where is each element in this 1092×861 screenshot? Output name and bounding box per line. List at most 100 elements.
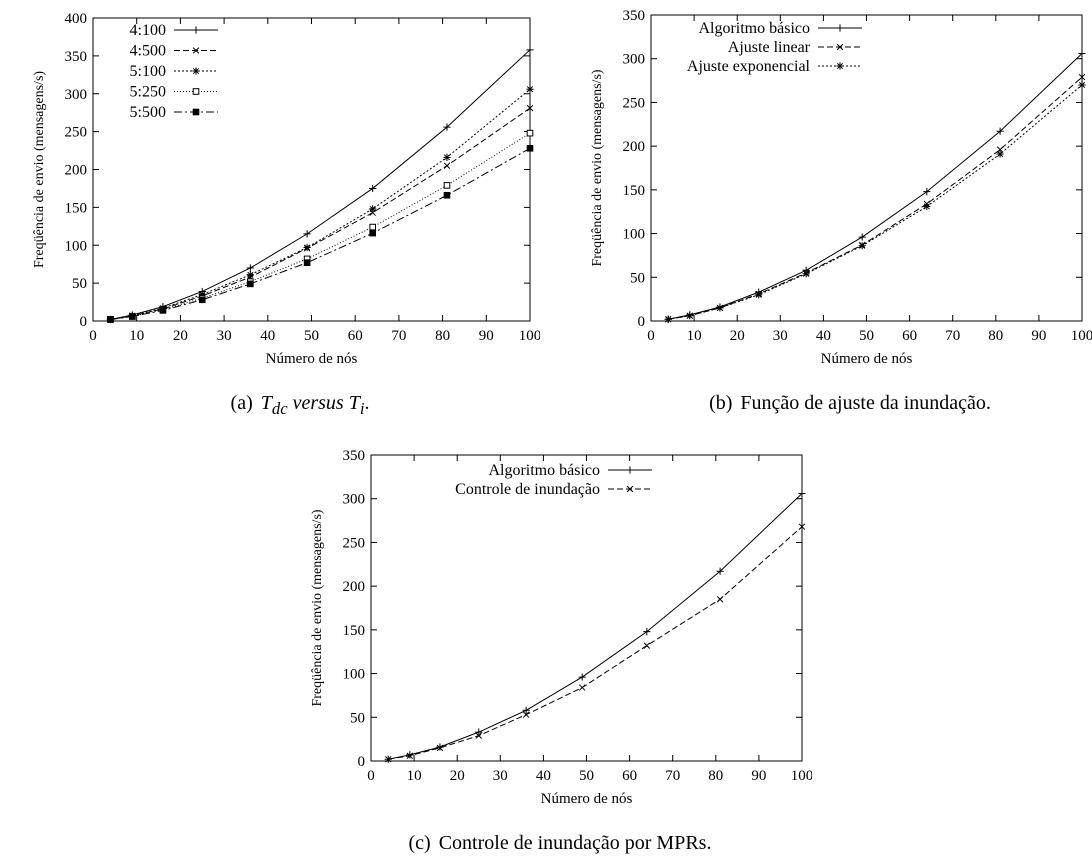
chart-b-y-tick-label: 50 [630, 270, 645, 286]
caption-a-tdc: Tdc [261, 392, 288, 414]
chart-a-series-5-point [108, 317, 114, 323]
chart-a-y-tick-label: 350 [65, 49, 88, 65]
chart-a-legend: 4:100 4:500 5:100 5:250 5:500 [130, 22, 218, 121]
chart-a-series-3-point [247, 271, 254, 278]
chart-b-series-1-point [859, 233, 866, 240]
caption-c-text: Controle de inundação por MPRs. [439, 832, 712, 854]
chart-b-series-3-point [923, 203, 930, 210]
chart-a-y-tick-label: 150 [65, 200, 88, 216]
chart-a-series-3-point [443, 154, 450, 161]
chart-a-legend-marker [193, 109, 199, 115]
chart-a-series-2 [108, 105, 533, 322]
chart-a-legend-label: 4:500 [130, 43, 166, 60]
chart-c-legend-marker [626, 466, 633, 473]
chart-a-series-4-point [370, 224, 376, 230]
chart-a-legend-marker [193, 89, 199, 95]
chart-b-flood-adjust-function: 0 10 20 30 40 50 60 70 80 90 100050100150200250300… [560, 0, 1092, 380]
chart-b-series-3-point [859, 242, 866, 249]
caption-b-tag: (b) [709, 392, 732, 414]
chart-b-y-tick-label: 200 [623, 139, 646, 155]
chart-a-y-tick-label: 0 [80, 314, 88, 330]
chart-b-y-tick-label: 250 [623, 95, 646, 111]
chart-b-series-3-point [1078, 81, 1085, 88]
chart-b-series-1-line [668, 53, 1082, 319]
chart-a-legend-label: 5:500 [130, 104, 166, 121]
chart-b-legend-marker [836, 24, 843, 31]
chart-a-legend-label: 5:100 [130, 63, 166, 80]
chart-a-series-4-point [527, 130, 533, 136]
caption-b-text: Função de ajuste da inundação. [740, 392, 990, 414]
chart-a-series-5-point [527, 145, 533, 151]
chart-b-series-3-point [997, 150, 1004, 157]
chart-a-series-5-point [160, 308, 166, 314]
chart-b-x-tick-label: 40 [816, 328, 831, 344]
caption-a-end: . [364, 392, 369, 414]
chart-a-series-4 [108, 130, 533, 322]
chart-b-series-3-point [686, 312, 693, 319]
chart-b-legend-marker [836, 62, 843, 69]
chart-a-legend-label: 5:250 [130, 84, 166, 101]
chart-c-x-tick-label: 60 [622, 768, 637, 784]
chart-c-y-axis-label: Freqüência de envio (mensagens/s) [310, 509, 325, 706]
chart-a-series-3-point [369, 205, 376, 212]
chart-a-y-tick-label: 250 [65, 125, 88, 141]
chart-c-series-2-point [579, 685, 585, 691]
chart-c-series-1-point [579, 673, 586, 680]
chart-c-x-tick-label: 0 [367, 768, 375, 784]
chart-a-series-5-point [199, 297, 205, 303]
caption-a-t1: T [261, 392, 272, 414]
chart-a-y-tick-label: 200 [65, 163, 88, 179]
chart-a-series-5-point [304, 260, 310, 266]
chart-b-y-tick-label: 350 [623, 8, 646, 24]
chart-a-series-3-point [526, 86, 533, 93]
chart-c-x-axis-label: Número de nós [541, 791, 633, 807]
chart-c-y-tick-label: 50 [350, 710, 365, 726]
chart-c-y-tick-label: 100 [343, 667, 366, 683]
chart-c-frame [371, 455, 802, 761]
chart-a-x-tick-label: 80 [435, 328, 450, 344]
chart-a-x-tick-label: 90 [479, 328, 494, 344]
caption-c: (c) Controle de inundação por MPRs. [300, 832, 820, 855]
chart-a-y-tick-label: 50 [72, 276, 87, 292]
chart-c-x-tick-label: 10 [407, 768, 422, 784]
chart-c-x-tick-label: 100 [791, 768, 812, 784]
chart-a-y-axis-label: Freqüência de envio (mensagens/s) [32, 71, 47, 268]
chart-b-x-tick-label: 60 [902, 328, 917, 344]
chart-a-x-tick-label: 10 [129, 328, 144, 344]
chart-a-x-tick-label: 50 [304, 328, 319, 344]
chart-b-x-tick-label: 100 [1071, 328, 1092, 344]
chart-b-x-tick-label: 0 [647, 328, 655, 344]
chart-a-legend-marker [192, 67, 199, 74]
chart-c-series-1 [385, 490, 806, 763]
chart-b-series-1 [665, 50, 1086, 323]
caption-b: (b) Função de ajuste da inundação. [620, 392, 1080, 415]
chart-a-series-4-point [444, 183, 450, 189]
chart-b-y-tick-label: 300 [623, 52, 646, 68]
chart-a-series-5-point [248, 281, 254, 287]
chart-a-y-tick-label: 100 [65, 238, 88, 254]
chart-c-y-tick-label: 350 [343, 448, 366, 464]
chart-a-series-4-line [110, 133, 530, 319]
chart-c-series-2-point [644, 643, 650, 649]
chart-b-legend-label: Algoritmo básico [698, 20, 810, 37]
chart-a-series-1-line [110, 50, 530, 320]
chart-b-series-3-point [755, 291, 762, 298]
chart-a-legend-label: 4:100 [130, 22, 166, 39]
chart-a-x-tick-label: 30 [217, 328, 232, 344]
chart-a-series-1-point [247, 264, 254, 271]
chart-c-y-tick-label: 300 [343, 492, 366, 508]
chart-b-x-tick-label: 10 [687, 328, 702, 344]
chart-b-series-2 [665, 74, 1085, 322]
chart-a-series-5-point [444, 192, 450, 198]
chart-c-y-tick-label: 0 [358, 754, 366, 770]
chart-b-legend-label: Ajuste exponencial [687, 58, 811, 75]
chart-b-x-tick-label: 20 [730, 328, 745, 344]
chart-b-series-2-line [668, 77, 1082, 319]
chart-a-x-tick-label: 0 [89, 328, 97, 344]
chart-a-series-1 [107, 46, 534, 323]
chart-c-x-ticks: 0 10 20 30 40 50 60 70 80 90 100 [367, 455, 812, 784]
chart-b-y-axis-label: Freqüência de envio (mensagens/s) [590, 69, 605, 266]
caption-a-tag: (a) [231, 392, 253, 414]
chart-c-series-2-line [388, 527, 802, 760]
chart-c-x-tick-label: 50 [579, 768, 594, 784]
